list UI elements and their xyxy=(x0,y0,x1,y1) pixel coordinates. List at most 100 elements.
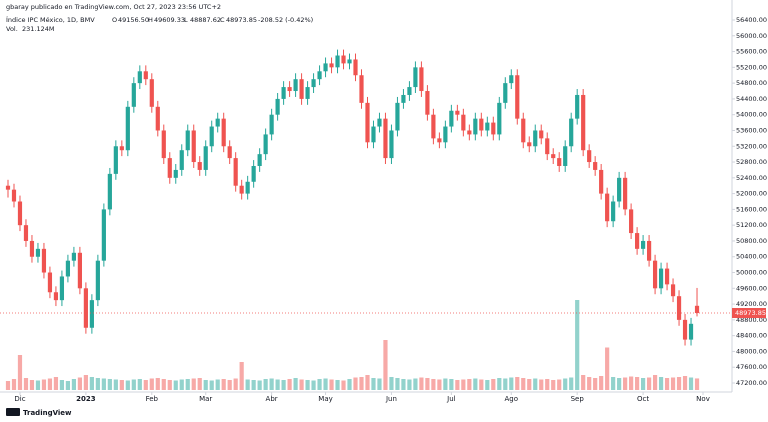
volume-bar xyxy=(479,379,484,390)
volume-bar xyxy=(197,378,202,390)
candle-body xyxy=(587,150,592,163)
volume-bar xyxy=(161,379,166,390)
candle-body xyxy=(605,193,610,222)
volume-bar xyxy=(95,378,100,390)
candle-body xyxy=(652,260,658,289)
candle-body xyxy=(245,181,250,194)
candle-body xyxy=(533,130,538,147)
volume-bar xyxy=(365,375,370,390)
candle-body xyxy=(131,83,136,107)
candle-body xyxy=(137,71,142,84)
candle-body xyxy=(215,118,220,127)
candle-body xyxy=(395,102,400,131)
candle-body xyxy=(599,169,604,194)
candle-body xyxy=(569,118,574,147)
candle-body xyxy=(551,154,556,159)
candle-body xyxy=(629,209,634,234)
candle-body xyxy=(676,296,682,320)
candle-body xyxy=(239,185,244,194)
candle-body xyxy=(161,130,166,159)
ohlc-value: 48973.85 xyxy=(226,16,257,24)
volume-bar xyxy=(53,377,59,390)
volume-bar xyxy=(581,375,586,390)
volume-bar xyxy=(676,377,682,390)
volume-bar xyxy=(485,380,490,390)
volume-bar xyxy=(11,379,17,390)
y-tick-label: 56400.00 xyxy=(736,16,767,24)
y-tick-label: 56000.00 xyxy=(736,32,767,40)
volume-bar xyxy=(419,377,424,390)
y-tick-label: 50400.00 xyxy=(736,253,767,261)
volume-bar xyxy=(17,355,23,390)
volume-bar xyxy=(191,378,196,390)
candle-body xyxy=(664,268,670,285)
candle-body xyxy=(485,122,490,131)
volume-bar xyxy=(670,377,676,390)
volume-bar xyxy=(461,379,466,390)
candle-body xyxy=(527,142,532,147)
volume-bar xyxy=(131,379,136,390)
volume-bar xyxy=(377,378,382,390)
candle-body xyxy=(185,130,190,151)
candle-body xyxy=(635,233,640,249)
volume-bar xyxy=(137,379,142,390)
volume-bar xyxy=(305,380,310,390)
volume-bar xyxy=(413,378,418,390)
y-tick-label: 55200.00 xyxy=(736,63,767,71)
last-price-label: 48973.85 xyxy=(735,309,766,317)
x-tick-label: Mar xyxy=(199,395,212,403)
candle-body xyxy=(323,63,328,72)
candle-body xyxy=(371,126,376,143)
volume-bar xyxy=(245,379,250,390)
volume-bar xyxy=(269,378,274,390)
candle-body xyxy=(497,102,502,135)
candle-body xyxy=(419,67,424,92)
candle-body xyxy=(461,114,466,131)
volume-bar xyxy=(215,379,220,390)
volume-bar xyxy=(521,378,526,390)
volume-bar xyxy=(179,379,184,390)
volume-bar xyxy=(605,347,610,390)
y-tick-label: 47600.00 xyxy=(736,363,767,371)
candle-body xyxy=(173,169,178,178)
author: gbaray publicado en TradingView.com, Oct… xyxy=(6,3,221,11)
ohlc-key: H xyxy=(148,16,153,24)
ohlc: O 49156.50H 49609.33L 48887.62C 48973.85 -208… xyxy=(112,16,313,24)
candle-body xyxy=(611,201,616,222)
volume-bar xyxy=(353,377,358,390)
candle-body xyxy=(413,67,418,88)
volume-bar xyxy=(281,380,286,390)
volume-bar xyxy=(395,378,400,390)
volume-bar xyxy=(329,379,334,390)
candle-body xyxy=(23,225,29,241)
volume-bar xyxy=(323,378,328,390)
volume-bar xyxy=(173,380,178,390)
y-tick-label: 49200.00 xyxy=(736,300,767,308)
volume-value: 231.124M xyxy=(22,25,55,33)
candle-body xyxy=(59,276,65,301)
candle-body xyxy=(227,146,232,159)
y-tick-label: 53600.00 xyxy=(736,126,767,134)
volume-bar xyxy=(467,379,472,390)
volume-bar xyxy=(5,381,11,390)
volume-bar xyxy=(251,380,256,390)
x-tick-label: 2023 xyxy=(76,395,96,403)
candle-body xyxy=(688,323,694,340)
volume-bar xyxy=(407,379,412,390)
volume-bar xyxy=(167,380,172,390)
volume-bar xyxy=(113,379,118,390)
candle-body xyxy=(575,94,580,119)
volume-bar xyxy=(545,379,550,390)
candle-body xyxy=(317,71,322,80)
candle-body xyxy=(47,272,53,293)
ohlc-key: O xyxy=(112,16,117,24)
candle-body xyxy=(77,252,82,289)
candle-body xyxy=(509,75,514,84)
volume-bar xyxy=(473,378,478,390)
volume-bar xyxy=(311,380,316,390)
volume-bar xyxy=(509,377,514,390)
volume-bar xyxy=(503,378,508,390)
candle-body xyxy=(311,79,316,88)
candle-body xyxy=(682,319,688,340)
